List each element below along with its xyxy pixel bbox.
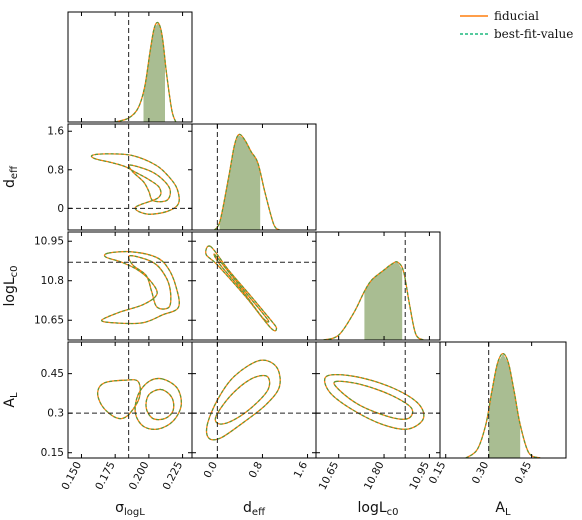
panel-logLc0-logLc0	[315, 231, 441, 341]
legend-bestfit-label: best-fit-value	[494, 27, 573, 41]
marginal-fiducial-sigma	[115, 21, 177, 122]
y-tick-label-deff: 0.8	[47, 164, 64, 176]
contour-bestfit-AL-deff-1	[214, 374, 271, 425]
x-tick-label-deff: 0.8	[247, 460, 265, 480]
legend-fiducial-label: fiducial	[494, 9, 539, 23]
panel-AL-AL	[439, 341, 567, 459]
x-tick-label-sigma: 0.175	[93, 460, 118, 492]
contour-fiducial-AL-sigma-2	[145, 388, 175, 421]
panel-frame	[439, 341, 567, 459]
marginal-bestfit-logLc0	[323, 261, 424, 340]
x-tick-label-deff: 0.0	[202, 460, 220, 480]
x-tick-label-logLc0: 10.80	[362, 460, 387, 492]
panel-frame	[67, 123, 193, 231]
contour-bestfit-AL-deff-0	[205, 359, 281, 441]
contour-bestfit-AL-sigma-1	[134, 377, 182, 430]
panel-deff-deff	[191, 123, 317, 231]
contour-bestfit-logLc0-sigma-1	[128, 255, 172, 310]
panel-frame	[191, 231, 317, 341]
y-tick-label-AL: 0.45	[41, 368, 64, 380]
panel-AL-sigma	[67, 341, 193, 459]
contour-fiducial-AL-sigma-1	[134, 377, 183, 430]
x-axis-label-logLc0: logLc0	[357, 500, 398, 518]
y-axis-label-AL: AL	[2, 392, 20, 408]
x-axis-label-sigma: σlogL	[115, 500, 145, 518]
panel-logLc0-sigma	[67, 231, 193, 341]
x-tick-label-AL: 0.15	[427, 460, 449, 486]
marginal-bestfit-AL	[465, 352, 541, 458]
panel-frame	[191, 341, 317, 459]
y-axis-label-deff: deff	[2, 165, 20, 188]
panel-frame	[67, 11, 193, 123]
x-tick-label-sigma: 0.200	[127, 460, 152, 492]
panel-frame	[315, 231, 441, 341]
x-tick-label-sigma: 0.225	[161, 460, 186, 492]
marginal-shade-AL	[488, 354, 521, 458]
y-tick-label-logLc0: 10.65	[34, 315, 64, 327]
contour-bestfit-deff-sigma-1	[128, 164, 172, 203]
panel-frame	[315, 341, 441, 459]
y-tick-label-logLc0: 10.95	[34, 236, 64, 248]
legend: fiducial best-fit-value	[460, 9, 573, 41]
y-tick-label-deff: 1.6	[47, 126, 64, 138]
x-tick-label-AL: 0.30	[470, 460, 492, 486]
x-tick-label-AL: 0.45	[513, 460, 535, 486]
panel-deff-sigma	[67, 123, 193, 231]
marginal-bestfit-deff	[213, 133, 280, 230]
panel-frame	[191, 123, 317, 231]
panel-sigma-sigma	[67, 11, 193, 123]
contour-bestfit-AL-sigma-0	[97, 379, 141, 420]
y-tick-label-AL: 0.15	[41, 447, 64, 459]
contour-bestfit-AL-logLc0-0	[324, 374, 425, 430]
y-axis-label-logLc0: logLc0	[2, 265, 20, 306]
contour-bestfit-deff-sigma-0	[90, 153, 180, 215]
x-axis-label-AL: AL	[495, 500, 511, 518]
marginal-shade-sigma	[143, 23, 165, 122]
contour-fiducial-AL-deff-1	[214, 374, 271, 425]
contour-bestfit-logLc0-deff-0	[205, 245, 278, 332]
y-tick-label-logLc0: 10.8	[41, 275, 64, 287]
panel-logLc0-deff	[191, 231, 317, 341]
contour-bestfit-logLc0-sigma-0	[101, 250, 180, 325]
contour-bestfit-AL-sigma-2	[145, 388, 175, 421]
marginal-shade-logLc0	[364, 262, 403, 340]
x-tick-label-deff: 1.6	[292, 459, 311, 480]
y-tick-label-AL: 0.3	[47, 408, 64, 420]
contour-fiducial-AL-logLc0-0	[323, 373, 425, 430]
contour-bestfit-AL-logLc0-1	[333, 380, 414, 420]
x-tick-label-logLc0: 10.65	[317, 460, 342, 492]
panel-AL-logLc0	[315, 341, 441, 459]
marginal-shade-deff	[219, 135, 261, 230]
y-tick-label-deff: 0	[57, 203, 64, 215]
contour-bestfit-logLc0-deff-1	[213, 253, 270, 323]
panel-AL-deff	[191, 341, 317, 459]
x-axis-label-deff: deff	[243, 500, 266, 518]
x-tick-label-sigma: 0.150	[59, 460, 84, 492]
contour-fiducial-deff-sigma-0	[90, 153, 180, 215]
